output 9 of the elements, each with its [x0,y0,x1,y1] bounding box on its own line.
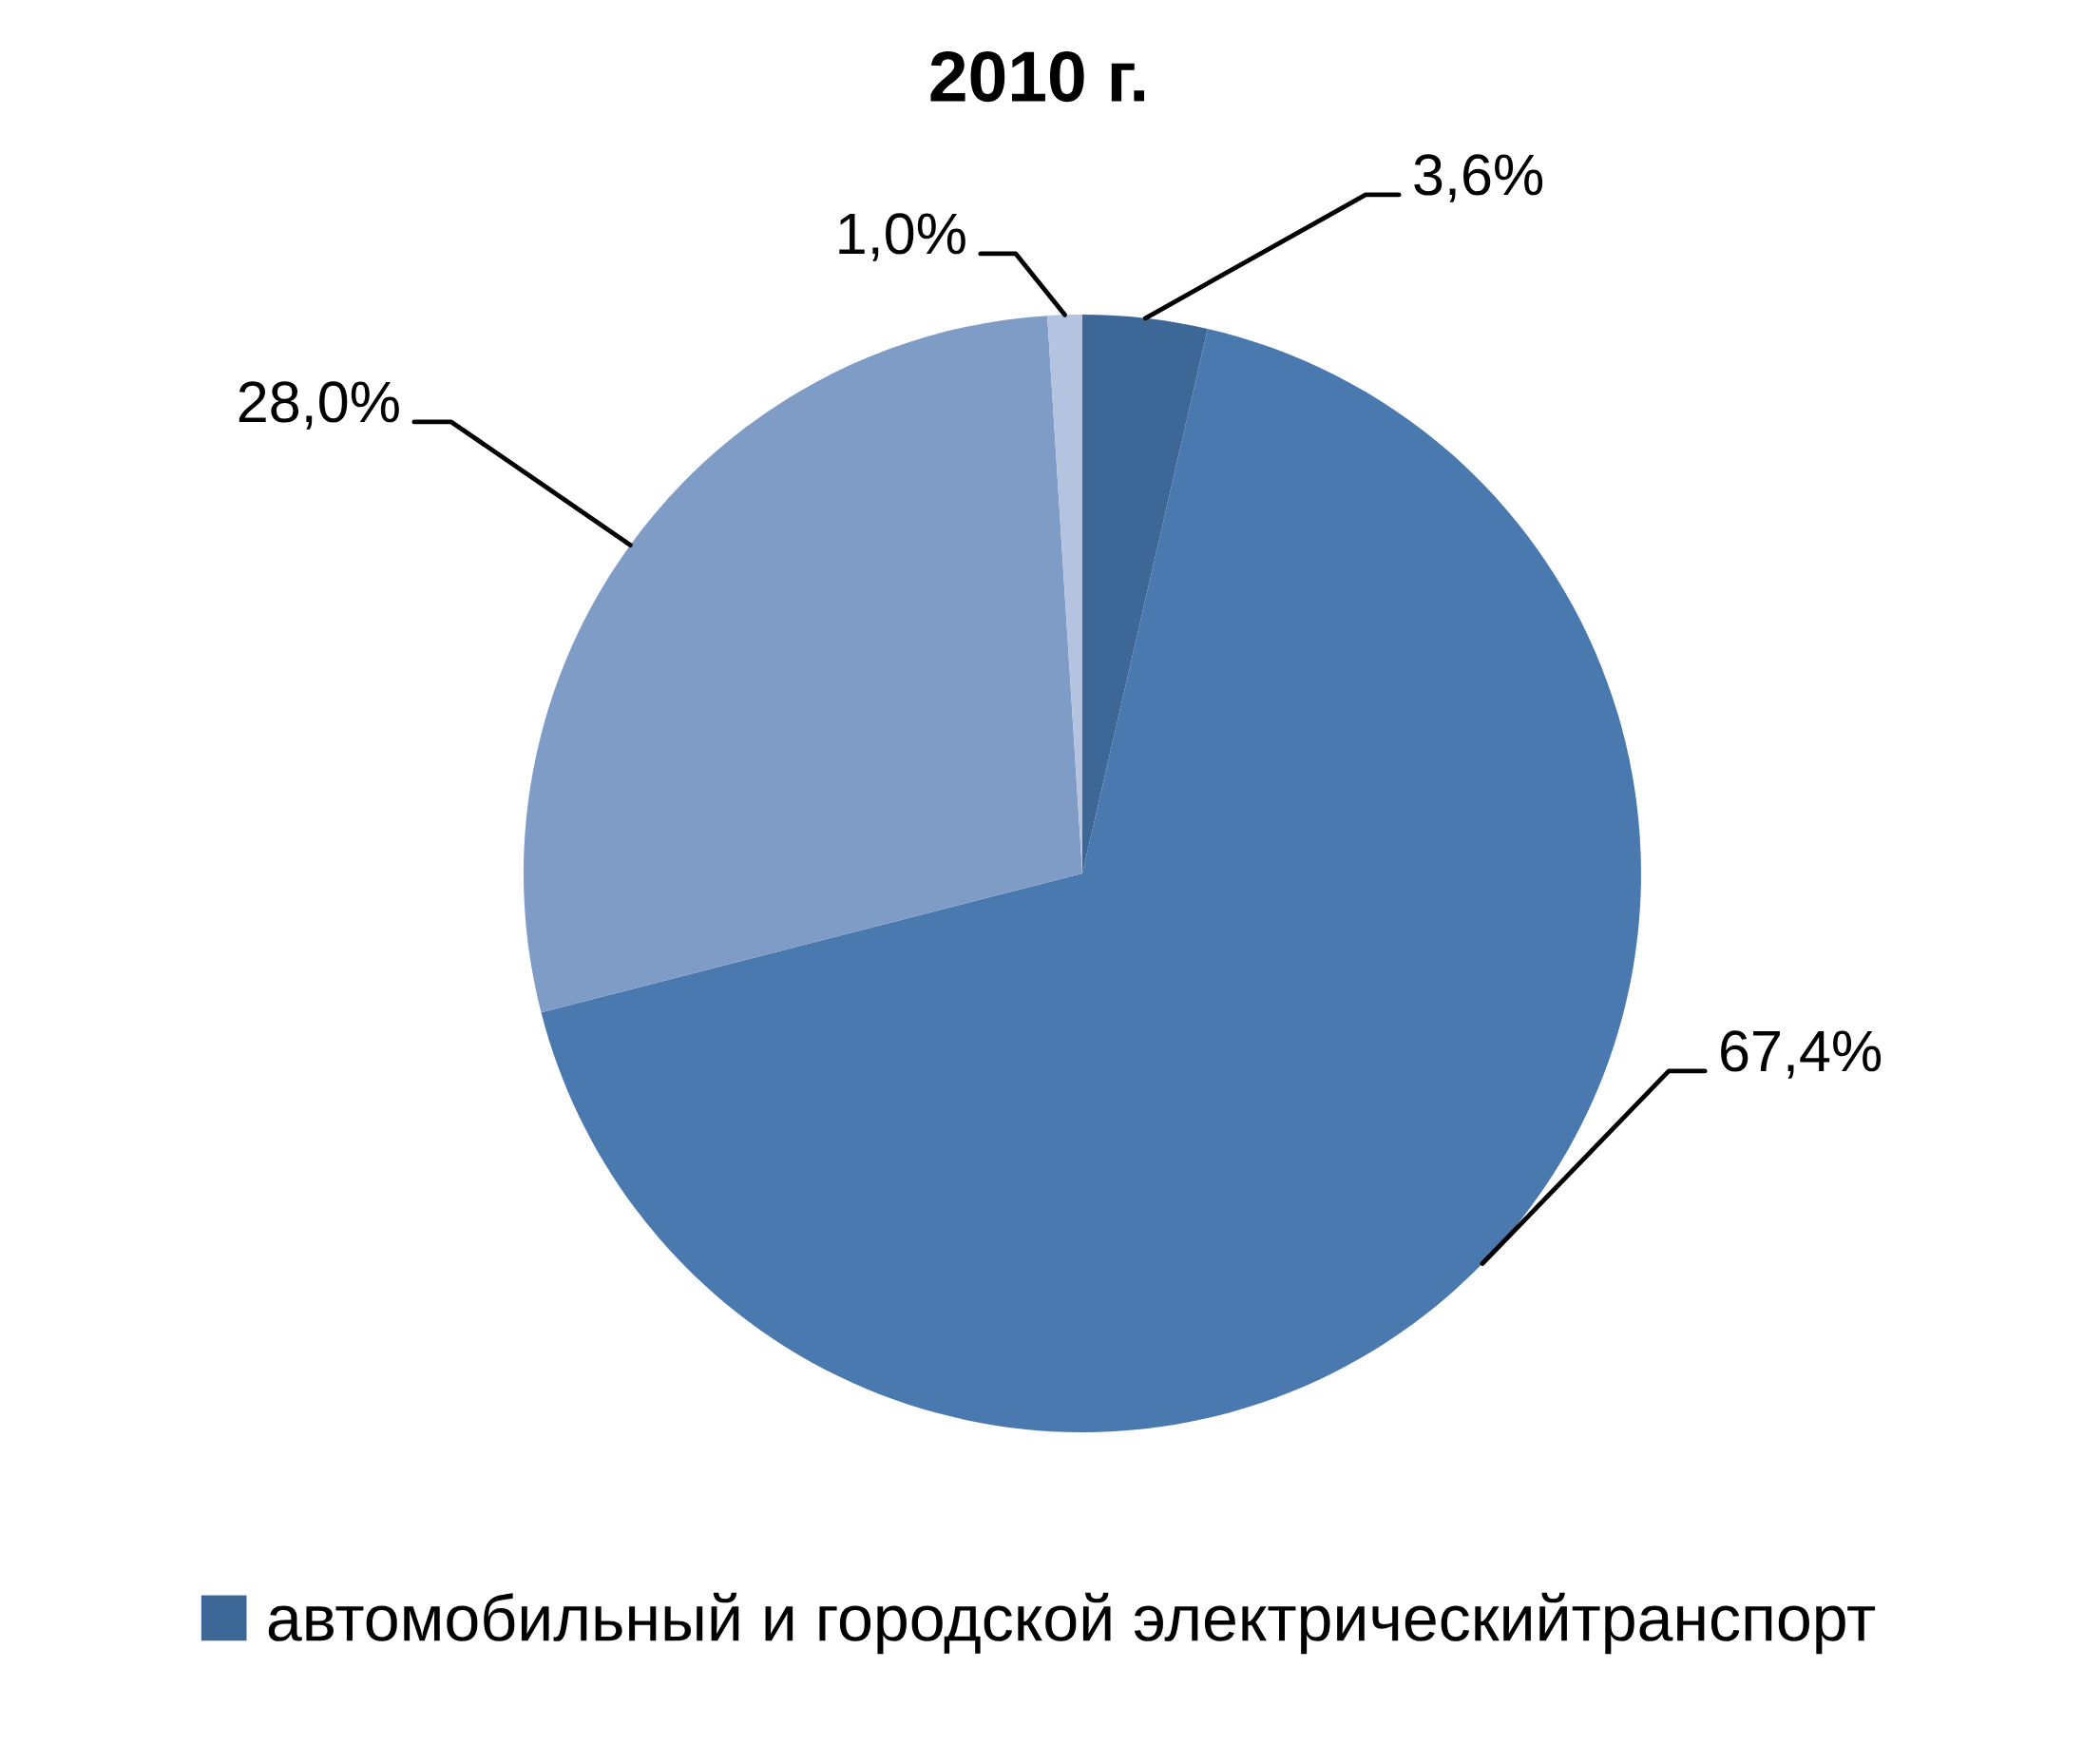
pie-slice [1082,315,1208,873]
data-label: 67,4% [1721,1030,1882,1079]
data-label: 1,0% [839,213,965,261]
pie-slice [524,316,1082,1013]
legend-label: автомобильный и городской электрическийтранспорт [268,1592,1876,1655]
pie-slice [541,328,1641,1432]
data-label: 28,0% [239,381,399,430]
data-label: 3,6% [1414,154,1543,202]
chart-title: 2010 г. [930,51,1144,103]
